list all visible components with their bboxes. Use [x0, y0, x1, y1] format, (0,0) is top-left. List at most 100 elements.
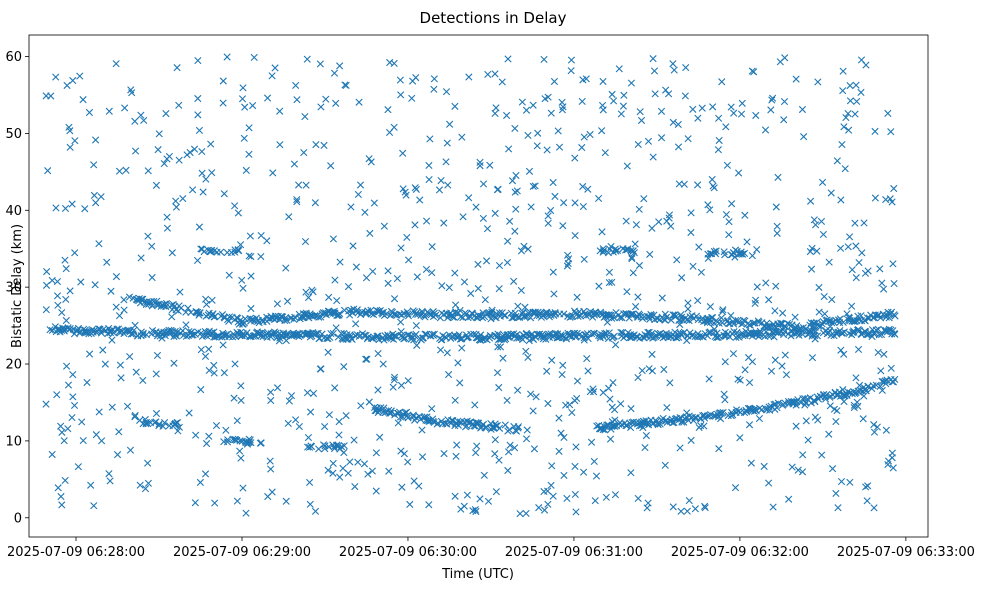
data-point — [355, 98, 363, 106]
data-point — [683, 336, 691, 345]
data-point — [451, 269, 459, 277]
data-point — [300, 148, 308, 157]
data-point — [751, 296, 760, 304]
data-point — [397, 318, 405, 326]
data-point — [634, 494, 642, 503]
data-point — [635, 261, 644, 270]
data-point — [723, 161, 731, 169]
data-point — [511, 188, 519, 196]
data-point — [201, 470, 210, 478]
data-point — [413, 273, 421, 281]
data-point — [231, 436, 239, 444]
data-point — [62, 265, 70, 273]
data-point — [609, 378, 617, 387]
data-point — [833, 157, 841, 165]
x-tick-label: 2025-07-09 06:28:00 — [7, 545, 145, 560]
data-point — [587, 438, 596, 446]
data-point — [595, 194, 603, 203]
data-point — [369, 267, 377, 275]
data-point — [374, 386, 382, 394]
data-point — [151, 418, 159, 427]
data-point — [319, 441, 328, 449]
data-point — [202, 175, 210, 183]
data-point — [324, 466, 332, 474]
data-point — [748, 358, 757, 366]
data-point — [738, 99, 746, 107]
data-point — [103, 258, 111, 266]
data-point — [706, 303, 714, 311]
data-point — [205, 432, 213, 440]
data-point — [493, 186, 502, 194]
data-point — [231, 435, 240, 444]
data-point — [602, 329, 610, 337]
data-point — [194, 94, 202, 103]
data-point — [650, 67, 659, 75]
data-point — [137, 111, 145, 119]
data-point — [223, 53, 231, 61]
data-point — [747, 459, 755, 467]
data-point — [404, 310, 412, 318]
data-point — [472, 334, 480, 342]
data-point — [43, 268, 51, 276]
data-point — [506, 441, 514, 449]
data-point — [491, 70, 499, 78]
data-point — [839, 87, 847, 95]
data-point — [514, 424, 522, 432]
data-point — [889, 260, 897, 268]
data-point — [425, 161, 433, 170]
data-point — [463, 491, 471, 499]
data-point — [486, 161, 494, 169]
data-point — [505, 426, 513, 434]
data-point — [517, 247, 526, 255]
data-point — [753, 283, 761, 291]
data-point — [210, 369, 218, 377]
data-point — [852, 274, 860, 282]
data-point — [870, 504, 878, 512]
data-point — [273, 334, 281, 342]
data-point — [669, 503, 677, 511]
data-point — [321, 422, 329, 431]
data-point — [517, 286, 525, 295]
data-point — [522, 509, 530, 518]
data-point — [827, 331, 835, 339]
data-point — [390, 123, 398, 131]
data-point — [637, 116, 646, 125]
data-point — [390, 59, 398, 68]
data-point — [495, 456, 503, 464]
data-point — [97, 193, 105, 201]
data-point — [872, 381, 880, 389]
data-point — [285, 213, 293, 221]
data-point — [807, 197, 815, 205]
data-point — [329, 459, 337, 468]
data-point — [203, 439, 211, 448]
data-point — [315, 445, 323, 453]
plot-frame — [28, 34, 929, 538]
data-point — [855, 381, 864, 389]
data-point — [729, 350, 738, 358]
data-point — [152, 409, 161, 418]
data-point — [837, 346, 845, 354]
data-point — [734, 375, 742, 383]
data-point — [309, 389, 318, 398]
data-point — [619, 245, 627, 253]
data-point — [544, 500, 552, 508]
data-point — [58, 501, 66, 509]
data-point — [613, 246, 622, 255]
data-point — [631, 303, 640, 311]
data-point — [798, 105, 807, 114]
y-tick-label: 60 — [5, 50, 22, 65]
data-point — [860, 219, 868, 227]
data-point — [576, 312, 584, 320]
data-point — [122, 166, 130, 174]
data-point — [590, 388, 598, 396]
data-point — [836, 244, 845, 252]
data-point — [862, 483, 870, 491]
data-point — [767, 106, 775, 114]
data-point — [58, 428, 66, 436]
data-point — [105, 107, 113, 115]
data-point — [52, 73, 60, 81]
data-point — [602, 493, 610, 501]
data-point — [844, 388, 852, 396]
data-point — [136, 416, 144, 424]
data-point — [764, 322, 772, 330]
